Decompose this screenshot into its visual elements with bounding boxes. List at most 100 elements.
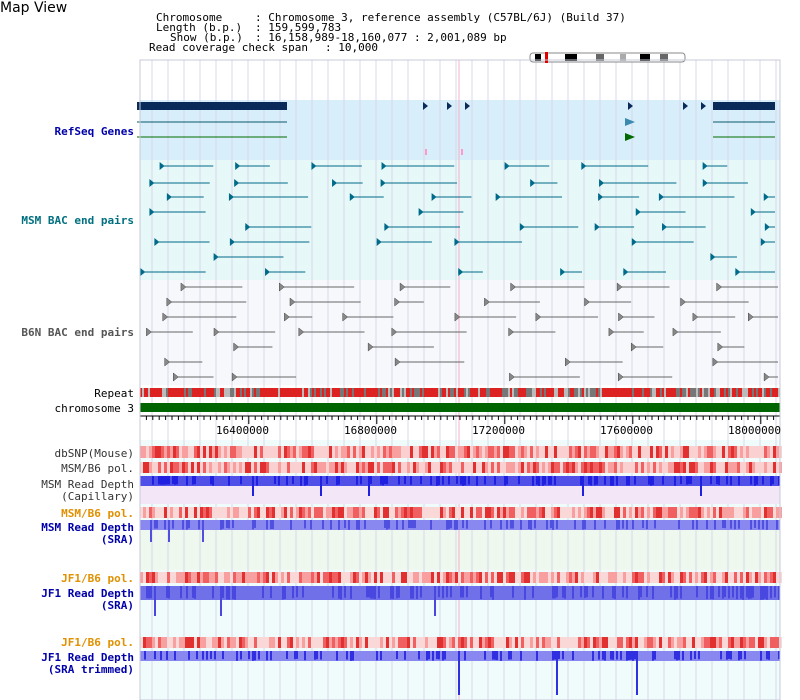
heat-cell	[155, 572, 158, 583]
heat-cell	[743, 446, 746, 458]
depth-bar	[276, 476, 278, 480]
depth-bar	[430, 651, 432, 659]
heat-cell	[314, 462, 317, 473]
depth-bar	[762, 586, 764, 600]
depth-bar	[474, 651, 476, 657]
repeat-block	[584, 388, 586, 397]
heat-cell	[140, 637, 143, 648]
heat-cell	[662, 637, 665, 648]
depth-bar	[182, 476, 184, 483]
panel-top	[140, 60, 780, 100]
depth-bar	[486, 651, 488, 656]
depth-bar	[296, 586, 298, 598]
heat-cell	[374, 462, 377, 473]
bac-end	[367, 342, 374, 352]
jf1-depth-sra-label[interactable]: JF1 Read Depth	[41, 587, 134, 600]
depth-bar	[572, 520, 574, 526]
heat-cell	[548, 507, 551, 518]
msm-depth-capillary-label[interactable]: MSM Read Depth	[41, 478, 134, 491]
heat-cell	[212, 507, 215, 518]
heat-cell	[161, 507, 164, 518]
page-title: Map View	[0, 0, 68, 16]
depth-bar	[156, 476, 158, 484]
heat-cell	[689, 446, 692, 458]
msm-depth-sra-label[interactable]: MSM Read Depth	[41, 521, 134, 534]
heat-cell	[287, 507, 290, 518]
depth-bar	[396, 651, 398, 660]
repeat-block	[312, 388, 314, 397]
depth-bar	[286, 476, 288, 486]
depth-bar	[202, 520, 204, 542]
repeat-block	[406, 388, 408, 397]
b6n-bac-label[interactable]: B6N BAC end pairs	[21, 326, 134, 339]
depth-bar	[484, 476, 486, 485]
dbsnp-label[interactable]: dbSNP(Mouse)	[54, 447, 134, 460]
depth-bar	[152, 651, 154, 655]
heat-cell	[605, 462, 608, 473]
heat-cell	[419, 507, 422, 518]
repeat-block	[530, 388, 532, 397]
heat-cell	[185, 507, 188, 518]
heat-cell	[341, 637, 344, 648]
depth-bar	[368, 651, 370, 658]
gene-arrow	[625, 118, 635, 126]
heat-cell	[377, 462, 380, 473]
depth-bar	[570, 520, 572, 525]
bac-end	[140, 268, 146, 276]
heat-cell	[764, 462, 767, 473]
heat-cell	[734, 507, 737, 518]
heat-cell	[737, 507, 740, 518]
depth-bar	[214, 586, 216, 597]
depth-bar	[630, 586, 632, 596]
depth-bar	[620, 651, 622, 660]
jf1-b6-pol-2-label[interactable]: JF1/B6 pol.	[61, 636, 134, 649]
heat-cell	[152, 507, 155, 518]
heat-cell	[554, 637, 557, 648]
bac-end	[342, 312, 349, 322]
depth-bar	[546, 476, 548, 484]
repeat-block	[446, 388, 448, 397]
heat-cell	[299, 637, 302, 648]
msm-b6-pol-sra-label[interactable]: MSM/B6 pol.	[61, 507, 134, 520]
depth-bar	[308, 520, 310, 526]
depth-bar	[302, 520, 304, 527]
refseq-label[interactable]: RefSeq Genes	[54, 125, 134, 138]
heat-cell	[392, 507, 395, 518]
depth-bar	[542, 651, 544, 655]
heat-cell	[449, 462, 452, 473]
depth-bar	[722, 476, 724, 483]
bac-end	[717, 342, 724, 352]
heat-cell	[473, 446, 476, 458]
depth-bar	[550, 651, 552, 659]
heat-cell	[515, 462, 518, 473]
msm-bac-label[interactable]: MSM BAC end pairs	[21, 214, 134, 227]
depth-bar	[778, 586, 780, 600]
depth-bar	[162, 476, 164, 485]
depth-bar	[346, 520, 348, 524]
depth-bar	[572, 476, 574, 481]
depth-bar	[434, 476, 436, 481]
heat-cell	[767, 446, 770, 458]
heat-cell	[191, 446, 194, 458]
heat-cell	[302, 637, 305, 648]
heat-cell	[176, 446, 179, 458]
heat-cell	[701, 507, 704, 518]
depth-bar	[696, 520, 698, 530]
heat-cell	[644, 462, 647, 473]
msm-b6-pol-label[interactable]: MSM/B6 pol.	[61, 462, 134, 475]
depth-bar	[198, 586, 200, 591]
depth-bar	[666, 520, 668, 524]
jf1-b6-pol-label[interactable]: JF1/B6 pol.	[61, 572, 134, 585]
depth-bar	[440, 520, 442, 526]
heat-cell	[431, 572, 434, 583]
depth-bar	[772, 651, 774, 658]
depth-bar	[344, 586, 346, 598]
depth-bar	[246, 586, 248, 592]
depth-bar	[256, 651, 258, 659]
jf1-depth-trimmed-label[interactable]: JF1 Read Depth	[41, 651, 134, 664]
repeat-block	[510, 388, 512, 397]
heat-cell	[563, 507, 566, 518]
depth-bar	[516, 520, 518, 526]
repeat-block	[526, 388, 528, 397]
